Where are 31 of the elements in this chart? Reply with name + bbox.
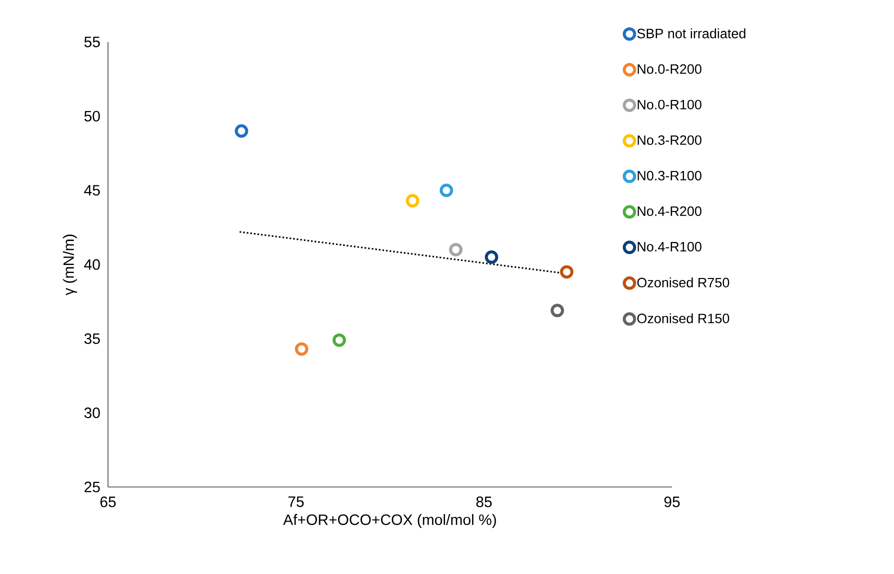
y-tick-label: 25 bbox=[84, 482, 100, 492]
legend-label: N0.3-R100 bbox=[638, 170, 702, 180]
legend-label: No.4-R100 bbox=[638, 242, 702, 252]
point bbox=[440, 184, 454, 198]
y-tick-label: 50 bbox=[84, 110, 100, 122]
x-tick-label: 65 bbox=[100, 496, 116, 508]
x-axis-title: Af+OR+OCO+COX (mol/mol %) bbox=[283, 514, 496, 528]
y-tick-label: 35 bbox=[84, 333, 100, 344]
legend-label: No.3-R200 bbox=[638, 135, 702, 145]
legend-label: No.4-R200 bbox=[638, 206, 702, 216]
point bbox=[449, 242, 463, 256]
legend-label: Ozonised R750 bbox=[637, 277, 730, 288]
x-tick-label: 95 bbox=[664, 496, 680, 508]
y-axis-title: γ (mN/m) bbox=[62, 234, 77, 296]
legend-label: No.0-R100 bbox=[638, 100, 702, 110]
legend-label: Ozonised R150 bbox=[637, 313, 730, 324]
point bbox=[294, 342, 308, 356]
y-tick-label: 40 bbox=[84, 259, 100, 270]
legend-label: No.0-R200 bbox=[638, 64, 702, 74]
point bbox=[484, 250, 498, 264]
point bbox=[406, 194, 420, 208]
y-tick-label: 55 bbox=[84, 36, 100, 48]
x-tick-label: 75 bbox=[288, 496, 304, 507]
y-tick-label: 30 bbox=[84, 408, 100, 418]
legend-label: SBP not irradiated bbox=[637, 28, 746, 38]
x-tick-label: 85 bbox=[476, 496, 492, 508]
point bbox=[560, 265, 574, 279]
point bbox=[332, 333, 346, 347]
point bbox=[234, 124, 248, 138]
y-tick-label: 45 bbox=[84, 185, 100, 196]
point bbox=[550, 304, 564, 318]
